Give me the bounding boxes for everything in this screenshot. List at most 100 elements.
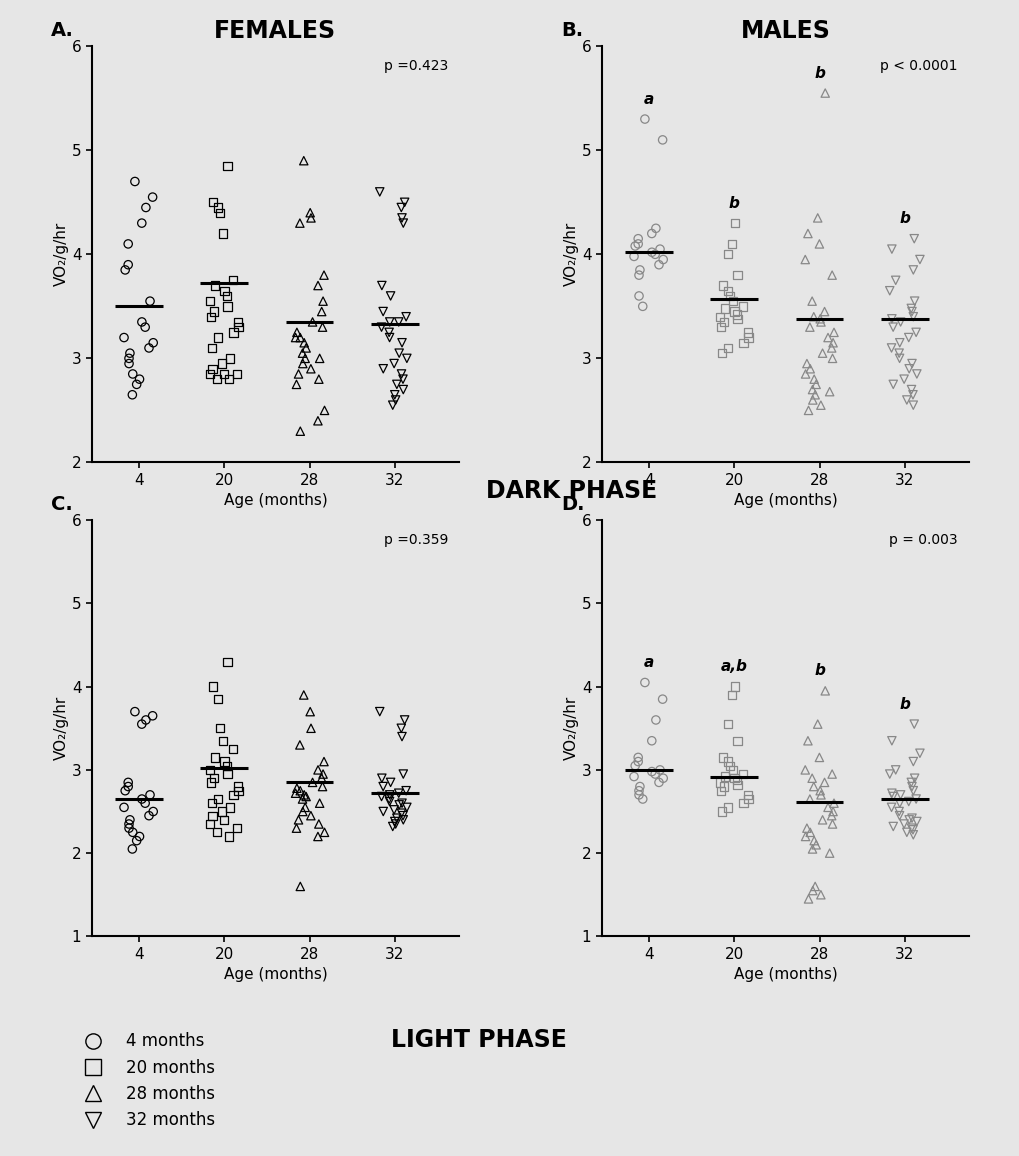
Point: [646, 245, 662, 264]
Point: [216, 753, 232, 771]
Point: [718, 714, 735, 733]
Point: [287, 328, 304, 347]
Point: [654, 250, 671, 268]
Point: [797, 364, 813, 383]
Point: [819, 798, 836, 816]
Text: p < 0.0001: p < 0.0001: [879, 59, 957, 73]
Point: [124, 823, 141, 842]
Point: [297, 798, 313, 816]
Point: [803, 291, 819, 310]
Point: [813, 810, 829, 829]
Point: [394, 214, 411, 232]
Point: [117, 260, 133, 279]
Point: [713, 344, 730, 363]
Point: [207, 748, 223, 766]
Point: [396, 193, 413, 212]
Point: [805, 370, 821, 388]
Point: [384, 395, 400, 414]
Point: [627, 237, 643, 255]
Point: [141, 339, 157, 357]
Point: [311, 370, 327, 388]
Point: [819, 328, 836, 347]
Y-axis label: VO₂/g/hr: VO₂/g/hr: [54, 222, 69, 287]
Point: [651, 239, 667, 258]
Point: [294, 354, 311, 372]
Point: [801, 790, 817, 808]
Point: [823, 266, 840, 284]
Point: [316, 753, 332, 771]
Point: [393, 208, 410, 227]
Point: [212, 719, 228, 738]
Point: [117, 781, 133, 800]
Point: [381, 323, 397, 341]
Point: [311, 349, 327, 368]
Point: [219, 765, 235, 784]
Point: [397, 781, 414, 800]
Point: [208, 370, 224, 388]
Point: [630, 781, 646, 800]
Point: [643, 762, 659, 780]
Text: b: b: [899, 697, 910, 712]
Point: [631, 777, 647, 795]
Point: [311, 815, 327, 833]
Point: [205, 193, 221, 212]
Point: [205, 677, 221, 696]
Point: [804, 881, 820, 899]
Point: [806, 386, 822, 405]
Point: [203, 307, 219, 326]
Point: [636, 110, 652, 128]
Point: [825, 323, 842, 341]
Point: [907, 323, 923, 341]
Point: [381, 328, 397, 347]
Point: [721, 287, 738, 305]
Point: [208, 823, 224, 842]
Point: [214, 802, 230, 821]
Point: [884, 318, 901, 336]
Point: [804, 380, 820, 399]
Point: [723, 291, 740, 310]
Point: [390, 344, 407, 363]
Point: [887, 271, 903, 289]
Point: [740, 790, 756, 808]
Point: [809, 208, 825, 227]
Point: [124, 386, 141, 405]
Text: D.: D.: [560, 496, 584, 514]
Point: [900, 792, 916, 810]
Point: [898, 391, 914, 409]
Point: [138, 711, 154, 729]
Point: [734, 765, 750, 784]
Point: [133, 312, 150, 331]
Point: [723, 761, 740, 779]
Point: [800, 890, 816, 909]
Point: [719, 339, 736, 357]
Point: [298, 339, 314, 357]
Point: [812, 786, 828, 805]
Point: [381, 790, 397, 808]
Text: b: b: [899, 212, 910, 227]
Point: [202, 291, 218, 310]
Point: [204, 807, 220, 825]
Point: [905, 229, 921, 247]
Point: [630, 266, 646, 284]
Point: [202, 815, 218, 833]
Point: [721, 756, 738, 775]
Point: [907, 790, 923, 808]
Point: [647, 711, 663, 729]
Point: [294, 790, 311, 808]
Text: B.: B.: [560, 22, 583, 40]
Point: [124, 839, 141, 858]
Point: [288, 323, 305, 341]
Point: [304, 773, 320, 792]
Point: [729, 266, 745, 284]
Point: [714, 748, 731, 766]
Point: [903, 380, 919, 399]
Point: [219, 297, 235, 316]
Point: [131, 828, 148, 846]
Point: [803, 769, 819, 787]
Point: [822, 339, 839, 357]
Point: [711, 773, 728, 792]
Point: [630, 235, 646, 253]
Point: [911, 744, 927, 763]
Point: [815, 773, 832, 792]
Point: [228, 364, 245, 383]
